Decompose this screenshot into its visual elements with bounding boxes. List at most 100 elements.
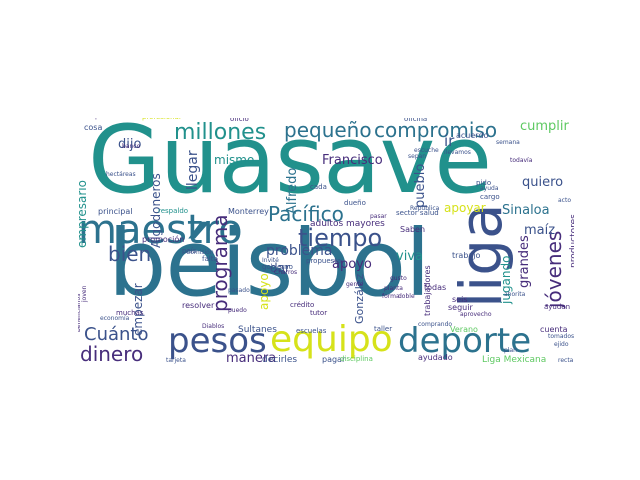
word-mismo: mismo <box>214 153 255 167</box>
word-taller: taller <box>374 325 393 333</box>
word-pais: país <box>182 247 197 255</box>
word-cloud: Guasave béisbol liga maestro pesos equip… <box>78 118 574 366</box>
word-compromiso: compromiso <box>374 118 498 142</box>
word-sector: sector salud <box>396 209 439 217</box>
word-acuerdo: acuerdo <box>456 131 489 140</box>
word-pasar: pasar <box>370 213 387 220</box>
word-gobierno: gobierno <box>262 263 293 271</box>
word-grandes: grandes <box>517 235 532 288</box>
word-dinero: dinero <box>80 342 144 366</box>
word-promocion: promoción <box>142 235 185 244</box>
word-hectareas: hectáreas <box>106 171 136 178</box>
word-falta: falta <box>202 255 218 263</box>
word-cuenta: cuenta <box>540 325 568 334</box>
word-seis: seis <box>452 295 468 304</box>
word-sultanes: Sultanes <box>238 325 277 335</box>
word-francisco: Francisco <box>322 153 383 168</box>
word-quiero: quiero <box>522 175 564 190</box>
word-pido: pido <box>476 179 492 187</box>
word-pagar: pagar <box>322 355 346 364</box>
word-forma: forma <box>382 293 400 300</box>
word-pequeno: pequeño <box>284 118 372 142</box>
word-apoyar: apoyar <box>444 201 486 215</box>
word-pesos: pesos <box>168 321 267 361</box>
word-credito: crédito <box>290 301 315 309</box>
word-decirles: decirles <box>262 355 298 365</box>
word-joven: joven <box>81 285 88 302</box>
word-ayuda: ayuda <box>480 185 499 192</box>
word-dar: dar <box>270 261 290 275</box>
word-saben: Saben <box>400 225 426 234</box>
word-muchas: muchas <box>116 309 144 317</box>
word-bien: bien <box>108 242 152 266</box>
word-comprando: comprando <box>418 321 453 328</box>
word-llegar: llegar <box>185 150 201 190</box>
word-cargo: cargo <box>480 193 500 201</box>
word-ahorita: ahorita <box>504 291 526 298</box>
word-empresario: empresario <box>78 180 89 248</box>
word-escuche: escuche <box>414 147 439 154</box>
word-tomados: tomados <box>548 333 574 340</box>
word-apoyo2: apoyo <box>332 257 372 272</box>
word-banco: banco <box>122 143 141 150</box>
word-ejido: ejido <box>554 341 569 348</box>
word-jovenes: jóvenes <box>542 230 566 308</box>
word-millones: millones <box>174 120 267 145</box>
word-trabajadores: trabajadores <box>423 265 432 316</box>
word-cosa: cosa <box>84 123 103 132</box>
word-pacifico: Pacífico <box>268 202 344 226</box>
word-cuanto: Cuánto <box>84 324 149 345</box>
word-plan: plan <box>504 347 517 354</box>
word-adultos: adultos mayores <box>310 219 385 229</box>
word-verano: Verano <box>450 325 478 334</box>
word-maiz: maíz <box>524 223 556 238</box>
word-llevamos: llevamos <box>444 149 471 156</box>
word-dueno: dueño <box>344 199 366 207</box>
word-liga-mexicana: Liga Mexicana <box>482 355 547 365</box>
word-sepan: sepan <box>408 153 427 160</box>
word-planta: planta <box>384 285 403 292</box>
word-ayudado: ayudado <box>418 353 453 362</box>
word-viva: viva <box>396 249 423 264</box>
word-invite: Invité <box>262 257 279 264</box>
word-apoyo: apoyo <box>257 273 271 310</box>
word-cada: cada <box>310 183 327 191</box>
word-republica: República <box>410 205 440 212</box>
word-oficio: oficio <box>230 118 249 123</box>
word-trabajo: trabajo <box>452 251 481 260</box>
word-escuelas: escuelas <box>296 327 327 335</box>
word-disciplina: disciplina <box>340 355 373 363</box>
word-programa: programa <box>208 214 232 312</box>
word-problema: problema <box>266 243 333 259</box>
word-gente: gente <box>346 281 364 288</box>
word-charros: Charros <box>274 269 298 276</box>
word-gusto: gusto <box>390 275 407 282</box>
word-acto: acto <box>558 197 571 204</box>
word-puedo: puedo <box>228 307 247 314</box>
word-alfredo: Alfredo <box>285 167 300 214</box>
word-profesional: profesional <box>142 118 181 121</box>
word-recta: recta <box>558 357 574 364</box>
word-respaldo: respaldo <box>158 207 189 215</box>
word-todas: todas <box>424 283 447 292</box>
word-tiempo: tiempo <box>298 224 383 252</box>
word-aprovecho: aprovecho <box>460 311 492 318</box>
word-intermediarios: intermediarios <box>296 118 340 120</box>
word-equipo: equipo <box>270 319 393 360</box>
word-sinaloa: Sinaloa <box>502 203 550 218</box>
word-dijo: dijo <box>118 137 142 152</box>
word-pasado: pasado <box>228 287 250 294</box>
word-respuesta: respuesta <box>86 118 116 120</box>
word-economia: economía <box>100 315 130 322</box>
word-beisbol: béisbol <box>108 210 431 317</box>
word-diablos: Diablos <box>202 323 225 330</box>
word-tarjeta: tarjeta <box>166 357 186 364</box>
word-productores: productores <box>569 214 574 268</box>
word-propuesta: propuesta <box>306 257 342 265</box>
word-resolver: resolver <box>182 301 215 310</box>
word-ayuden: ayuden <box>544 303 571 311</box>
word-semana: semana <box>496 139 520 146</box>
word-principal: principal <box>98 207 133 216</box>
word-seguir: seguir <box>448 303 473 312</box>
word-pueblo: pueblo <box>413 163 428 208</box>
